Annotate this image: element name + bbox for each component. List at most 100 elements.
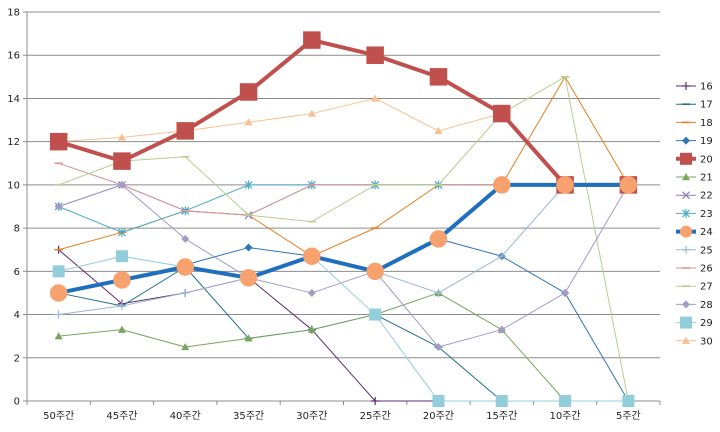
data-point — [434, 288, 443, 297]
data-point — [176, 258, 194, 276]
data-point — [561, 288, 570, 297]
legend-item-18: 18 — [676, 118, 713, 129]
data-point — [495, 395, 508, 407]
data-point — [117, 180, 126, 189]
series-line — [58, 184, 629, 348]
data-point — [682, 173, 690, 181]
y-tick-label: 18 — [7, 8, 20, 19]
y-tick-label: 0 — [14, 397, 20, 408]
y-axis: 0 2 4 6 8 10 12 14 16 18 — [7, 8, 28, 408]
legend-label: 19 — [700, 136, 713, 147]
legend-label: 20 — [700, 154, 713, 165]
series-24 — [49, 176, 638, 302]
data-point — [239, 83, 258, 101]
legend-item-17: 17 — [676, 100, 713, 111]
legend-item-29: 29 — [676, 316, 713, 329]
series-line — [58, 97, 502, 143]
x-tick-label: 20주간 — [423, 410, 454, 422]
data-point — [117, 133, 126, 141]
data-point — [371, 397, 380, 405]
series-line — [58, 76, 629, 257]
data-point — [682, 208, 690, 218]
data-point — [244, 118, 253, 126]
legend-item-23: 23 — [676, 209, 713, 220]
legend-item-16: 16 — [676, 82, 713, 93]
data-point — [117, 301, 126, 310]
x-tick-label: 50주간 — [43, 410, 74, 422]
y-tick-label: 2 — [14, 353, 20, 364]
y-tick-label: 16 — [7, 51, 20, 62]
data-point — [682, 300, 690, 309]
x-tick-label: 30주간 — [296, 410, 327, 422]
data-point — [682, 82, 690, 90]
data-point — [682, 336, 690, 344]
legend-item-19: 19 — [676, 136, 713, 147]
series-27 — [54, 76, 633, 402]
data-point — [181, 342, 190, 351]
legend-label: 24 — [700, 227, 713, 238]
data-point — [680, 316, 692, 329]
y-tick-label: 4 — [14, 310, 20, 321]
y-tick-label: 6 — [14, 267, 20, 278]
y-tick-label: 12 — [7, 137, 20, 148]
data-point — [244, 334, 253, 342]
legend-label: 18 — [700, 118, 713, 129]
series-line — [58, 266, 629, 402]
y-tick-label: 14 — [7, 94, 20, 105]
x-tick-label: 35주간 — [233, 410, 264, 422]
data-point — [117, 325, 126, 333]
legend-item-20: 20 — [676, 152, 713, 165]
data-point — [113, 271, 131, 289]
legend-label: 26 — [700, 264, 713, 275]
data-point — [54, 332, 63, 340]
legend-label: 28 — [700, 300, 713, 311]
series-line — [58, 38, 629, 187]
legend-label: 22 — [700, 191, 713, 202]
data-point — [49, 132, 68, 151]
series-17 — [54, 266, 633, 402]
data-point — [307, 288, 316, 297]
data-point — [239, 269, 258, 287]
data-point — [497, 252, 506, 261]
data-point — [622, 395, 635, 407]
series-line — [58, 182, 629, 295]
data-point — [366, 262, 384, 281]
data-point — [680, 152, 692, 165]
data-point — [434, 342, 443, 351]
data-point — [556, 176, 574, 194]
data-point — [54, 202, 63, 211]
x-tick-label: 40주간 — [170, 410, 201, 422]
y-tick-label: 10 — [7, 180, 20, 191]
legend-item-21: 21 — [676, 173, 713, 184]
series-layer — [49, 31, 638, 407]
series-line — [58, 184, 629, 233]
data-point — [497, 325, 506, 334]
data-point — [493, 176, 511, 194]
series-line — [58, 184, 629, 216]
legend-item-24: 24 — [676, 225, 713, 238]
data-point — [303, 31, 321, 49]
legend-label: 27 — [700, 282, 713, 293]
series-line — [58, 255, 629, 402]
series-22 — [54, 180, 633, 220]
legend-item-30: 30 — [676, 336, 713, 347]
data-point — [307, 109, 316, 117]
legend-item-25: 25 — [676, 245, 713, 256]
legend-item-28: 28 — [676, 300, 713, 311]
data-point — [493, 104, 511, 123]
x-tick-label: 25주간 — [360, 410, 391, 422]
data-point — [176, 122, 194, 140]
data-point — [244, 243, 253, 252]
legend-item-22: 22 — [676, 191, 713, 202]
data-point — [303, 247, 321, 265]
series-29 — [52, 250, 635, 407]
data-point — [118, 227, 126, 237]
data-point — [49, 284, 68, 302]
data-point — [434, 126, 443, 135]
data-point — [307, 325, 316, 333]
x-tick-label: 5주간 — [616, 410, 641, 422]
data-point — [429, 230, 448, 248]
series-21 — [54, 288, 570, 405]
x-tick-label: 45주간 — [106, 410, 137, 422]
